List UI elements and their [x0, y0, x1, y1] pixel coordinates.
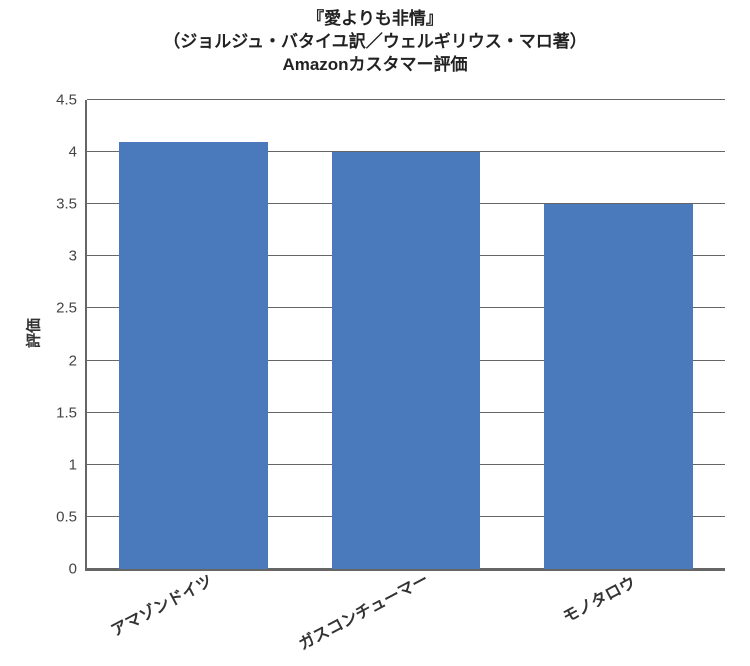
y-tick-label: 3 [69, 248, 87, 265]
bar [119, 142, 268, 569]
bar [544, 204, 693, 569]
x-tick-label: モノタロウ [557, 569, 639, 628]
gridline: 4.5 [87, 99, 725, 100]
y-tick-label: 3.5 [56, 196, 87, 213]
y-tick-label: 1.5 [56, 404, 87, 421]
y-axis-label: 評価 [23, 318, 44, 348]
bar [332, 152, 481, 569]
y-tick-label: 2 [69, 352, 87, 369]
bar-chart: 『愛よりも非情』 （ジョルジュ・バタイユ訳／ウェルギリウス・マロ著） Amazo… [0, 0, 750, 666]
y-tick-label: 4 [69, 144, 87, 161]
y-tick-label: 2.5 [56, 300, 87, 317]
y-tick-label: 0.5 [56, 508, 87, 525]
y-tick-label: 4.5 [56, 92, 87, 109]
y-tick-label: 1 [69, 456, 87, 473]
chart-title: 『愛よりも非情』 （ジョルジュ・バタイユ訳／ウェルギリウス・マロ著） Amazo… [0, 8, 750, 77]
x-tick-label: アマゾンドイツ [106, 567, 216, 641]
plot-area: 00.511.522.533.544.5アマゾンドイツガスコンチューマーモノタロ… [85, 100, 725, 571]
y-tick-label: 0 [69, 561, 87, 578]
x-tick-label: ガスコンチューマー [293, 566, 431, 655]
